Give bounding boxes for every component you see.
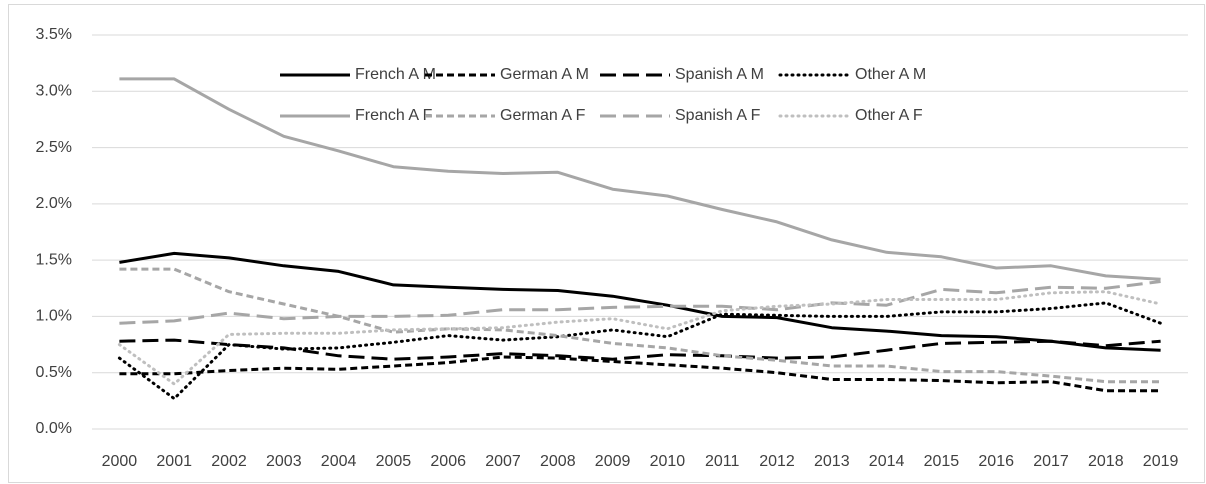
- x-tick-label: 2002: [211, 453, 247, 470]
- x-tick-label: 2008: [540, 453, 576, 470]
- x-tick-label: 2015: [924, 453, 960, 470]
- legend-label: French A M: [355, 66, 436, 83]
- series-line: [119, 267, 1161, 384]
- y-tick-label: 3.0%: [36, 83, 72, 100]
- y-tick-label: 0.0%: [36, 420, 72, 437]
- x-tick-label: 2006: [430, 453, 466, 470]
- x-tick-label: 2016: [978, 453, 1014, 470]
- y-tick-label: 2.5%: [36, 139, 72, 156]
- legend-label: German A M: [500, 66, 589, 83]
- series-line: [117, 301, 1163, 401]
- series-line: [117, 290, 1163, 386]
- x-tick-label: 2010: [650, 453, 686, 470]
- chart-border: [8, 4, 1205, 483]
- x-tick-label: 2019: [1143, 453, 1179, 470]
- y-tick-label: 3.5%: [36, 26, 72, 43]
- legend-label: French A F: [355, 107, 433, 124]
- legend-label: Other A F: [855, 107, 923, 124]
- legend-label: Other A M: [855, 66, 926, 83]
- legend-label: Spanish A M: [675, 66, 764, 83]
- x-tick-label: 2003: [266, 453, 302, 470]
- x-tick-label: 2000: [102, 453, 138, 470]
- x-tick-label: 2005: [376, 453, 412, 470]
- x-tick-label: 2009: [595, 453, 631, 470]
- legend-label: Spanish A F: [675, 107, 761, 124]
- y-tick-label: 0.5%: [36, 364, 72, 381]
- series-line: [119, 77, 1161, 281]
- x-tick-label: 2011: [705, 453, 740, 470]
- series-line: [119, 280, 1161, 325]
- x-tick-label: 2004: [321, 453, 357, 470]
- x-tick-label: 2014: [869, 453, 905, 470]
- x-tick-label: 2012: [759, 453, 795, 470]
- x-tick-label: 2013: [814, 453, 850, 470]
- x-tick-label: 2001: [156, 453, 192, 470]
- y-tick-label: 1.0%: [36, 308, 72, 325]
- x-tick-label: 2017: [1033, 453, 1069, 470]
- legend-label: German A F: [500, 107, 586, 124]
- y-tick-label: 2.0%: [36, 195, 72, 212]
- x-tick-label: 2007: [485, 453, 521, 470]
- series-line: [119, 251, 1161, 352]
- y-tick-label: 1.5%: [36, 251, 72, 268]
- x-tick-label: 2018: [1088, 453, 1124, 470]
- series-line: [119, 355, 1161, 393]
